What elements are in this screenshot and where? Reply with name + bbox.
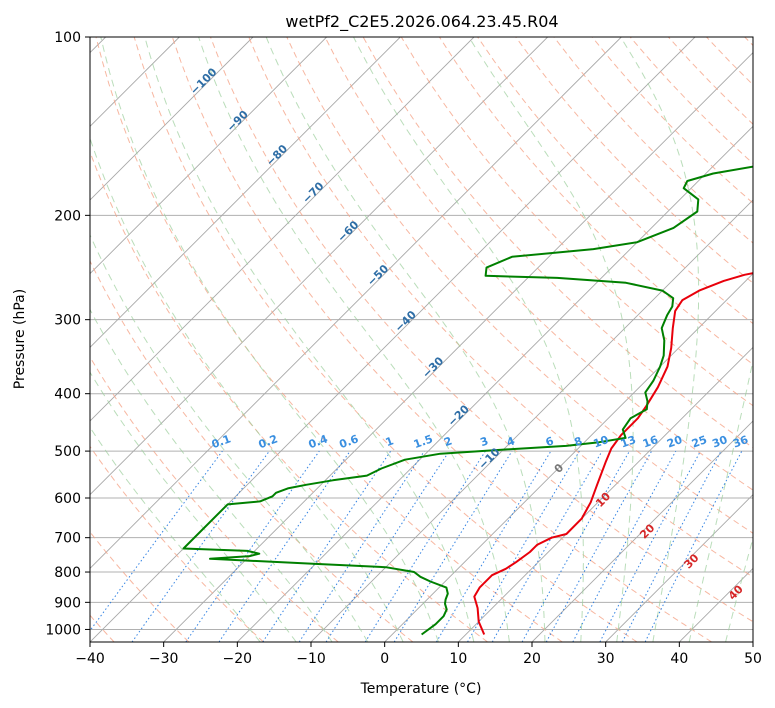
mixing-ratio-label: 25: [690, 433, 709, 450]
mixing-ratio-label: 36: [731, 433, 750, 451]
dewpoint-trace: [182, 165, 753, 636]
x-tick-label: 50: [744, 651, 762, 667]
isotherm-line: [90, 37, 475, 422]
x-axis: −40 −30 −20 −10 0 10 20 30 40 50: [75, 642, 762, 667]
y-tick-label: 900: [54, 595, 81, 611]
dry-adiabat-line: [90, 356, 339, 642]
moist-adiabat-line: [90, 426, 261, 642]
moist-adiabat-line: [198, 37, 510, 642]
dry-adiabat-line: [210, 37, 753, 623]
dry-adiabat-line: [515, 37, 753, 284]
mixing-ratio-label: 16: [641, 433, 660, 451]
data-series: [182, 165, 753, 636]
mixing-ratio-line: [325, 450, 450, 642]
chart-title: wetPf2_C2E5.2026.064.23.45.R04: [285, 12, 558, 32]
mixing-ratio-label: 1: [384, 434, 396, 449]
mixing-ratio-label: 2: [442, 434, 454, 449]
x-tick-label: −30: [149, 651, 179, 667]
y-tick-label: 300: [54, 313, 81, 329]
isotherm-line: [458, 346, 753, 642]
isotherm-line: [90, 37, 327, 275]
x-tick-label: −20: [223, 651, 253, 667]
mixing-ratio-line: [644, 450, 743, 642]
isotherm-line: [90, 37, 401, 348]
mixing-ratio-label: 6: [544, 434, 556, 449]
x-tick-label: −10: [296, 651, 326, 667]
y-tick-label: 1000: [45, 622, 81, 638]
mixing-ratio-line: [393, 450, 513, 642]
y-tick-label: 400: [54, 387, 81, 403]
mixing-ratio-line: [545, 450, 653, 642]
dry-adiabat-line: [90, 445, 264, 642]
mixing-ratio-label: 13: [619, 433, 638, 450]
dry-adiabat-line: [95, 37, 563, 642]
y-tick-label: 200: [54, 208, 81, 224]
mixing-ratio-line: [298, 450, 425, 642]
isotherm-line: [90, 37, 548, 496]
dry-adiabat-line: [133, 37, 638, 642]
mixing-ratio-line: [521, 450, 630, 642]
y-axis: 100 200 300 400 500 600 700 800 900 1000: [45, 30, 90, 638]
isotherm-line: [605, 494, 753, 642]
mixing-ratio-label: 0.4: [307, 432, 330, 451]
x-tick-label: −40: [75, 651, 105, 667]
y-tick-label: 600: [54, 491, 81, 507]
isotherm-line: [90, 37, 622, 569]
x-axis-label: Temperature (°C): [360, 681, 482, 697]
mixing-ratio-label: 30: [710, 433, 729, 451]
x-tick-label: 20: [523, 651, 541, 667]
x-tick-label: 10: [449, 651, 467, 667]
temperature-trace: [473, 272, 753, 635]
x-tick-label: 40: [670, 651, 688, 667]
dry-adiabat-line: [286, 37, 753, 534]
mixing-ratio-label: 0.2: [257, 432, 280, 451]
moist-adiabat-line: [353, 37, 584, 642]
plot-frame: [89, 36, 754, 643]
mixing-ratio-label: 8: [572, 434, 584, 449]
mixing-ratio-label: 0.6: [338, 432, 361, 451]
dry-adiabat-line: [171, 37, 712, 642]
mixing-ratio-line: [131, 450, 270, 642]
isotherm-line: [531, 420, 753, 642]
mixing-ratio-line: [185, 450, 320, 642]
background-lines: [90, 37, 753, 642]
moist-adiabat-line: [688, 358, 753, 642]
moist-adiabat-line: [265, 37, 546, 642]
moist-adiabat-line: [90, 308, 333, 642]
y-tick-label: 700: [54, 531, 81, 547]
x-tick-label: 0: [380, 651, 389, 667]
mixing-ratio-label: 20: [665, 433, 684, 451]
isotherm-line: [237, 125, 753, 642]
moist-adiabat-line: [620, 37, 700, 642]
dry-adiabat-line: [324, 37, 753, 491]
y-tick-label: 800: [54, 565, 81, 581]
mixing-ratio-line: [218, 450, 351, 642]
moist-adiabat-line: [90, 371, 297, 642]
mixing-ratio-label: 3: [478, 434, 490, 449]
mixing-ratio-line: [90, 450, 223, 632]
moist-adiabat-line: [90, 136, 404, 642]
mixing-ratio-label: 4: [505, 434, 517, 449]
isotherm-line: [163, 52, 753, 642]
mixing-ratio-line: [262, 450, 392, 642]
mixing-ratio-line: [572, 450, 677, 642]
mixing-ratio-label: 10: [592, 433, 611, 451]
dry-adiabat-line: [248, 37, 753, 578]
y-axis-label: Pressure (hPa): [12, 289, 28, 389]
isotherm-line: [384, 273, 753, 642]
mixing-ratio-label: 1.5: [412, 432, 435, 451]
mixing-ratio-label: 0.1: [210, 432, 233, 451]
y-tick-label: 100: [54, 30, 81, 46]
isotherm-line: [90, 37, 254, 201]
moist-adiabat-line: [100, 37, 439, 642]
dry-adiabat-line: [90, 259, 414, 642]
moist-adiabat-line: [144, 37, 475, 642]
moist-adiabat-line: [90, 233, 369, 642]
y-tick-label: 500: [54, 444, 81, 460]
x-tick-label: 30: [597, 651, 615, 667]
